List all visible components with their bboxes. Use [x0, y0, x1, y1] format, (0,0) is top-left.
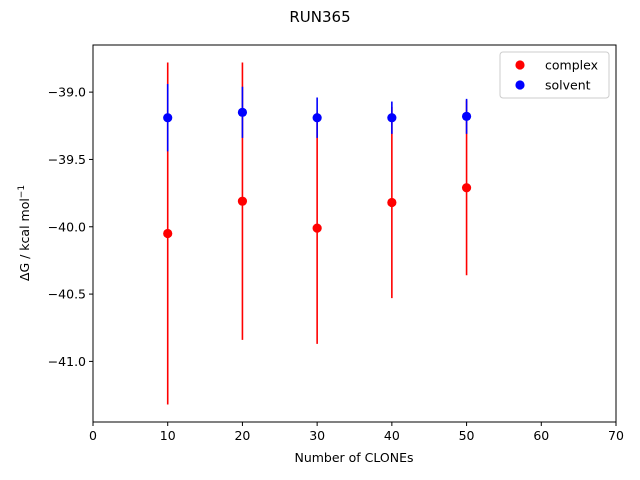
y-axis-label-main: ΔG / kcal mol: [17, 198, 32, 281]
x-tick-label: 60: [533, 428, 549, 443]
y-axis-label-superscript: −1: [17, 185, 27, 198]
x-tick-label: 0: [89, 428, 97, 443]
solvent-point: [237, 107, 248, 117]
complex-point: [387, 197, 397, 208]
x-tick-label: 10: [160, 428, 176, 443]
x-tick-label: 30: [309, 428, 325, 443]
y-tick-label: −39.0: [48, 85, 86, 100]
complex-point: [312, 223, 322, 233]
y-tick-label: −41.0: [48, 354, 86, 369]
data-series: [163, 62, 472, 405]
solvent-point: [312, 113, 322, 123]
legend-marker-solvent: [515, 80, 525, 90]
legend-label-solvent: solvent: [545, 78, 591, 93]
complex-point: [163, 228, 173, 239]
x-tick-label: 70: [608, 428, 624, 443]
solvent-point: [387, 113, 397, 123]
y-tick-label: −40.5: [48, 287, 86, 302]
y-axis: −41.0 −40.5 −40.0 −39.5 −39.0: [48, 85, 93, 369]
y-tick-label: −40.0: [48, 219, 86, 234]
complex-point: [461, 183, 472, 193]
legend-label-complex: complex: [545, 58, 598, 73]
legend-marker-complex: [515, 60, 525, 70]
chart-title: RUN365: [289, 8, 350, 26]
x-tick-label: 20: [234, 428, 250, 443]
x-axis: 0 10 20 30 40 50 60 70: [89, 422, 624, 443]
complex-point: [237, 196, 248, 206]
legend: complex solvent: [499, 51, 610, 99]
plot-area: [92, 44, 617, 423]
x-axis-label: Number of CLONEs: [294, 450, 413, 465]
y-tick-label: −39.5: [48, 152, 86, 167]
series-solvent: [163, 84, 472, 152]
x-tick-label: 50: [459, 428, 475, 443]
y-axis-label: ΔG / kcal mol−1: [17, 185, 32, 281]
solvent-point: [461, 111, 472, 121]
solvent-point: [163, 113, 173, 123]
legend-box: [499, 51, 610, 99]
x-tick-label: 40: [384, 428, 400, 443]
